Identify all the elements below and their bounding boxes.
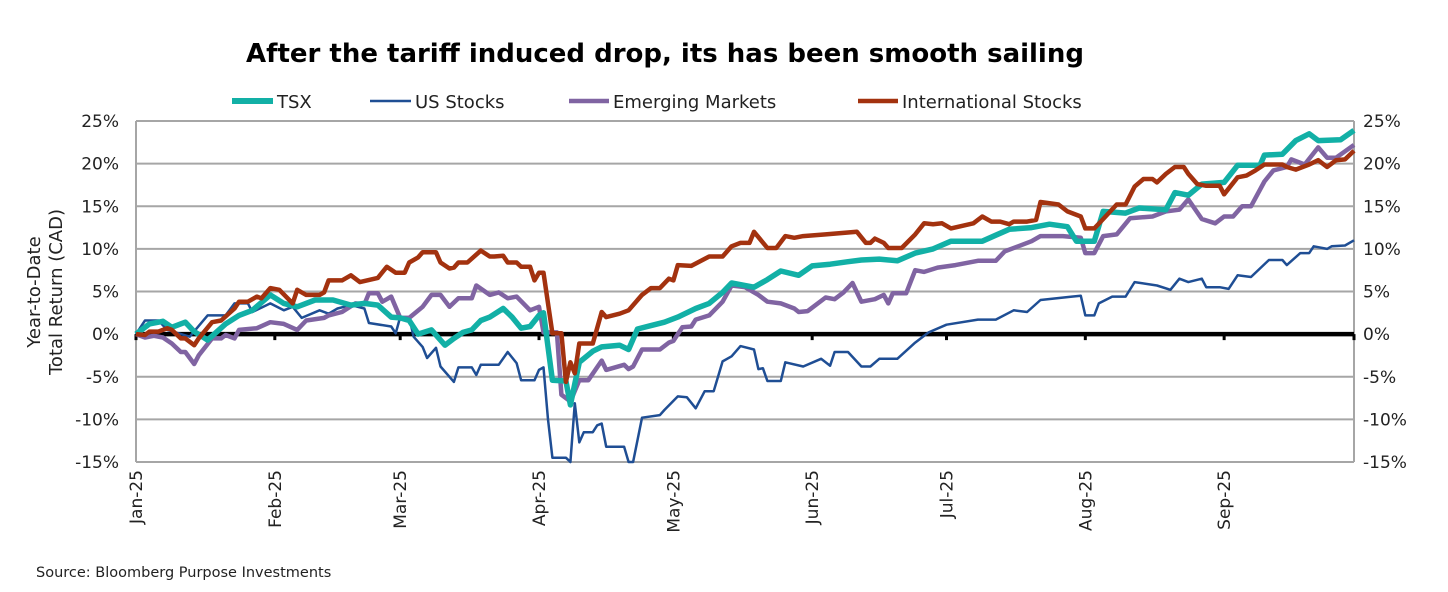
x-tick-label: Jun-25: [803, 470, 823, 525]
legend-item-international-stocks: International Stocks: [858, 92, 1082, 113]
y-tick-label-left: 15%: [81, 197, 119, 217]
y-tick-label-left: -15%: [75, 453, 119, 473]
y-tick-label-left: 20%: [81, 155, 119, 175]
y-axis-title-line2: Total Return (CAD): [46, 209, 67, 376]
series-line-us-stocks: [134, 239, 1355, 464]
y-tick-label-left: 0%: [92, 325, 119, 345]
x-tick-label: Feb-25: [266, 470, 286, 528]
y-tick-label-right: 25%: [1363, 112, 1401, 132]
gridlines: [135, 120, 1355, 463]
source-note: Source: Bloomberg Purpose Investments: [36, 565, 331, 581]
legend: TSX US Stocks Emerging Markets Internati…: [232, 92, 1082, 113]
y-tick-label-right: 20%: [1363, 155, 1401, 175]
legend-label-tsx: TSX: [276, 92, 312, 113]
legend-label-international-stocks: International Stocks: [902, 92, 1082, 113]
series-line-international-stocks: [135, 149, 1356, 385]
y-tick-label-right: 10%: [1363, 240, 1401, 260]
y-axis-left: 25% 20% 15% 10% 5% 0% -5% -10% -15%: [75, 112, 119, 473]
y-tick-label-right: 5%: [1363, 283, 1390, 303]
series-lines: [134, 128, 1356, 464]
y-tick-label-left: -5%: [86, 368, 119, 388]
legend-item-us-stocks: US Stocks: [370, 92, 505, 113]
y-tick-label-left: 5%: [92, 283, 119, 303]
series-line-tsx: [134, 128, 1356, 408]
series-line-emerging-markets: [135, 143, 1356, 404]
x-tick-label: May-25: [664, 470, 684, 533]
y-tick-label-right: -10%: [1363, 410, 1407, 430]
legend-label-emerging-markets: Emerging Markets: [613, 92, 776, 113]
chart-title: After the tariff induced drop, its has b…: [246, 39, 1084, 69]
y-tick-label-right: -15%: [1363, 453, 1407, 473]
x-tick-label: Sep-25: [1215, 470, 1235, 530]
y-tick-label-right: 0%: [1363, 325, 1390, 345]
y-tick-label-right: 15%: [1363, 197, 1401, 217]
y-tick-label-left: 10%: [81, 240, 119, 260]
x-tick-label: Jul-25: [938, 470, 958, 519]
legend-item-tsx: TSX: [232, 92, 312, 113]
x-axis: Jan-25 Feb-25 Mar-25 Apr-25 May-25 Jun-25 Jul-…: [127, 334, 1356, 533]
y-axis-title-line1: Year-to-Date: [24, 236, 45, 348]
y-axis-right: 25% 20% 15% 10% 5% 0% -5% -10% -15%: [1363, 112, 1407, 473]
x-tick-label: Apr-25: [530, 470, 550, 526]
y-tick-label-left: -10%: [75, 410, 119, 430]
x-tick-label: Aug-25: [1076, 470, 1096, 531]
legend-label-us-stocks: US Stocks: [415, 92, 505, 113]
legend-item-emerging-markets: Emerging Markets: [569, 92, 776, 113]
y-tick-label-left: 25%: [81, 112, 119, 132]
y-tick-label-right: -5%: [1363, 368, 1396, 388]
x-tick-label: Mar-25: [391, 470, 411, 529]
x-tick-label: Jan-25: [127, 470, 147, 525]
